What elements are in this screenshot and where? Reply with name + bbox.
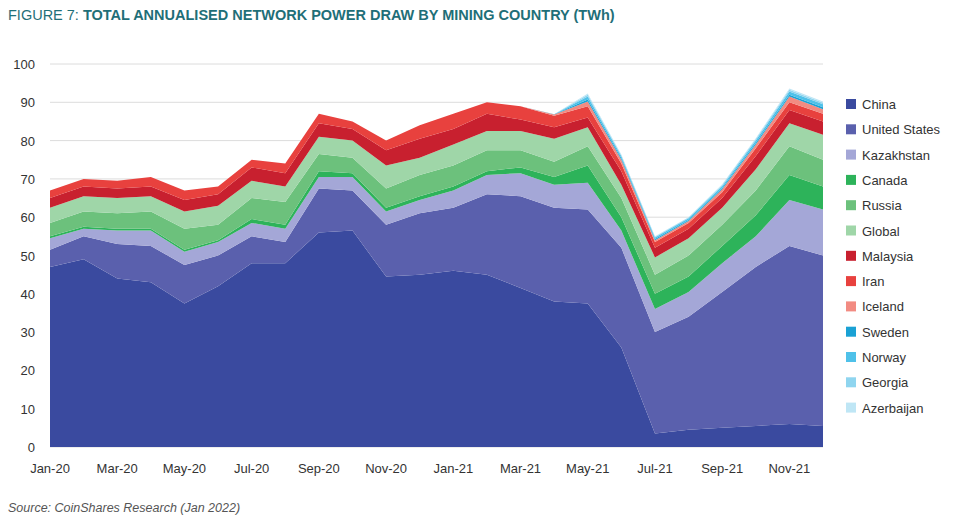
y-tick-label: 0 xyxy=(28,440,35,455)
area xyxy=(50,97,823,243)
chart: FIGURE 7: TOTAL ANNUALISED NETWORK POWER… xyxy=(0,0,972,525)
x-tick-label: May-20 xyxy=(163,461,206,476)
x-tick-label: Jul-21 xyxy=(637,461,672,476)
legend: China United States Kazakhstan Canada Russia… xyxy=(846,97,941,416)
legend-label: Sweden xyxy=(862,325,909,340)
y-tick-label: 60 xyxy=(21,210,35,225)
y-tick-label: 100 xyxy=(13,57,35,72)
y-tick-label: 80 xyxy=(21,134,35,149)
area xyxy=(50,102,823,248)
x-tick-label: Sep-20 xyxy=(298,461,340,476)
area xyxy=(50,90,823,238)
x-tick-label: Nov-21 xyxy=(768,461,810,476)
grid xyxy=(50,64,823,447)
x-tick-label: Jan-20 xyxy=(30,461,70,476)
y-tick-label: 30 xyxy=(21,325,35,340)
x-tick-label: Mar-21 xyxy=(500,461,541,476)
legend-swatch xyxy=(846,352,856,362)
legend-swatch xyxy=(846,175,856,185)
y-tick-label: 20 xyxy=(21,363,35,378)
area xyxy=(50,92,823,239)
legend-swatch xyxy=(846,150,856,160)
legend-label: Iran xyxy=(862,274,884,289)
grid-line xyxy=(50,64,823,65)
legend-swatch xyxy=(846,226,856,236)
x-tick-label: Sep-21 xyxy=(701,461,743,476)
legend-swatch xyxy=(846,301,856,311)
legend-label: United States xyxy=(862,122,941,137)
legend-label: Russia xyxy=(862,198,903,213)
x-tick-label: Nov-20 xyxy=(365,461,407,476)
y-tick-label: 90 xyxy=(21,95,35,110)
grid-line xyxy=(50,102,823,103)
x-tick-label: Jul-20 xyxy=(234,461,269,476)
legend-label: China xyxy=(862,97,897,112)
area xyxy=(50,95,823,241)
legend-swatch xyxy=(846,403,856,413)
y-tick-label: 10 xyxy=(21,402,35,417)
legend-swatch xyxy=(846,276,856,286)
legend-swatch xyxy=(846,124,856,134)
legend-swatch xyxy=(846,377,856,387)
legend-label: Norway xyxy=(862,350,907,365)
legend-swatch xyxy=(846,327,856,337)
y-tick-label: 50 xyxy=(21,249,35,264)
area xyxy=(50,89,823,237)
title: FIGURE 7: TOTAL ANNUALISED NETWORK POWER… xyxy=(8,7,615,23)
legend-swatch xyxy=(846,99,856,109)
source: Source: CoinShares Research (Jan 2022) xyxy=(8,501,240,515)
legend-label: Iceland xyxy=(862,299,904,314)
legend-label: Global xyxy=(862,224,900,239)
x-tick-label: May-21 xyxy=(566,461,609,476)
legend-label: Georgia xyxy=(862,375,909,390)
areas xyxy=(50,89,823,447)
y-tick-label: 70 xyxy=(21,172,35,187)
y-tick-label: 40 xyxy=(21,287,35,302)
legend-swatch xyxy=(846,251,856,261)
legend-swatch xyxy=(846,200,856,210)
legend-label: Malaysia xyxy=(862,249,914,264)
x-tick-label: Mar-20 xyxy=(97,461,138,476)
legend-label: Canada xyxy=(862,173,908,188)
legend-label: Kazakhstan xyxy=(862,148,930,163)
legend-label: Azerbaijan xyxy=(862,401,923,416)
x-tick-label: Jan-21 xyxy=(433,461,473,476)
